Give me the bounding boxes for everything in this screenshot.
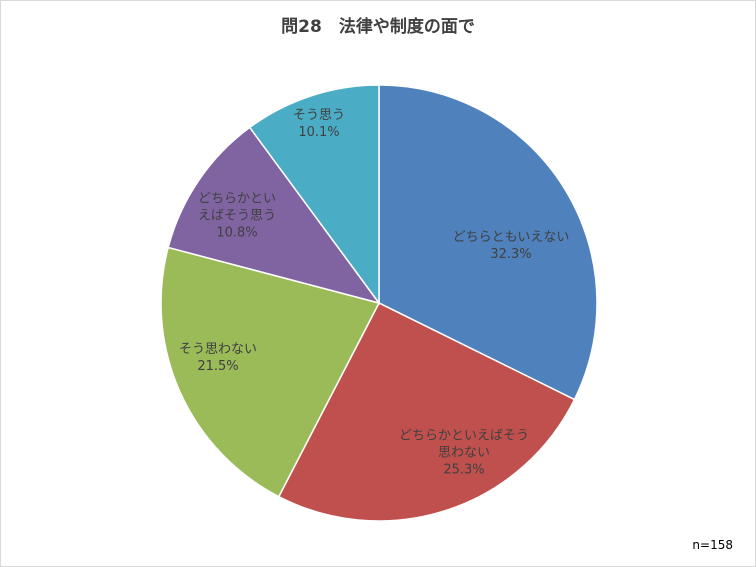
pie-slice (378, 84, 598, 401)
slice-value-label: 21.5% (197, 359, 238, 374)
pie-slice (167, 126, 381, 305)
chart-title: 問28 法律や制度の面で (281, 17, 475, 37)
slice-category-label: 思わない (438, 446, 490, 461)
slice-value-label: 25.3% (443, 463, 484, 478)
sample-size-note: n=158 (692, 538, 733, 552)
slice-category-label: そう思う (293, 108, 345, 123)
slice-value-label: 10.1% (298, 125, 339, 140)
slice-category-label: どちらかといえばそう (399, 429, 529, 444)
pie-slice (248, 84, 380, 306)
pie-slice (277, 302, 576, 522)
pie-slice (160, 246, 381, 498)
slice-value-label: 10.8% (216, 226, 257, 241)
slice-category-label: そう思わない (179, 342, 257, 357)
slice-category-label: どちらともいえない (453, 230, 570, 245)
slice-category-label: どちらかとい (198, 192, 276, 207)
slice-category-label: えばそう思う (198, 209, 276, 224)
slice-value-label: 32.3% (490, 247, 531, 262)
